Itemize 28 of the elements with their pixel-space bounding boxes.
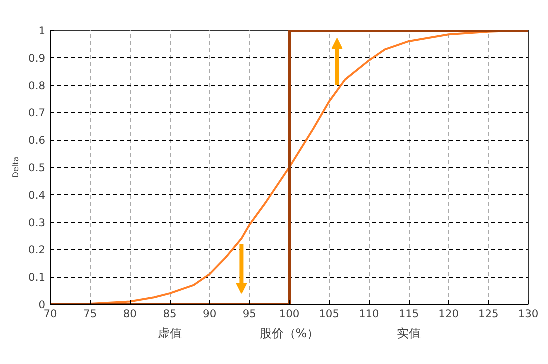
y-tick-label: 0.5 [28,162,46,174]
text: 实值 [397,326,421,340]
y-tick-label: 0 [38,298,46,312]
x-tick-label: 110 [358,308,380,320]
y-tick-label: 0.9 [28,52,46,65]
y-tick-label: 0.6 [28,134,46,148]
y-tick-label: 0.4 [28,188,46,202]
x-tick-label: 90 [203,308,217,320]
x-axis-title: 股价（%） [260,326,320,340]
x-tick-label: 70 [44,308,58,320]
x-tick-label: 85 [163,308,177,320]
x-tick-label: 125 [478,308,499,320]
x-tick-label: 80 [123,308,138,320]
y-tick-label: 1 [38,24,46,38]
y-tick-label: 0.3 [28,216,46,230]
x-tick-label: 95 [242,308,256,320]
y-tick-label: 0.1 [28,271,46,284]
y-axis-title: Delta [12,156,21,178]
text: 虚值 [158,326,182,340]
x-tick-label: 75 [84,308,98,320]
y-tick-label: 0.7 [28,106,46,120]
x-tick-label: 130 [518,308,539,320]
x-tick-label: 105 [319,308,340,320]
y-tick-label: 0.8 [28,79,46,92]
x-tick-label: 120 [438,308,460,320]
x-tick-label: 115 [398,308,420,320]
x-tick-label: 100 [279,308,300,320]
y-tick-label: 0.2 [28,244,46,257]
